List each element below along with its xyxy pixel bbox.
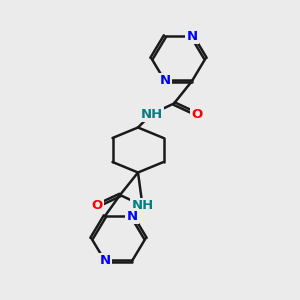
Text: N: N (126, 209, 138, 223)
Text: N: N (159, 74, 171, 88)
Text: NH: NH (131, 199, 154, 212)
Text: NH: NH (140, 107, 163, 121)
Text: O: O (191, 107, 202, 121)
Text: N: N (186, 29, 198, 43)
Text: N: N (99, 254, 111, 268)
Text: O: O (92, 199, 103, 212)
